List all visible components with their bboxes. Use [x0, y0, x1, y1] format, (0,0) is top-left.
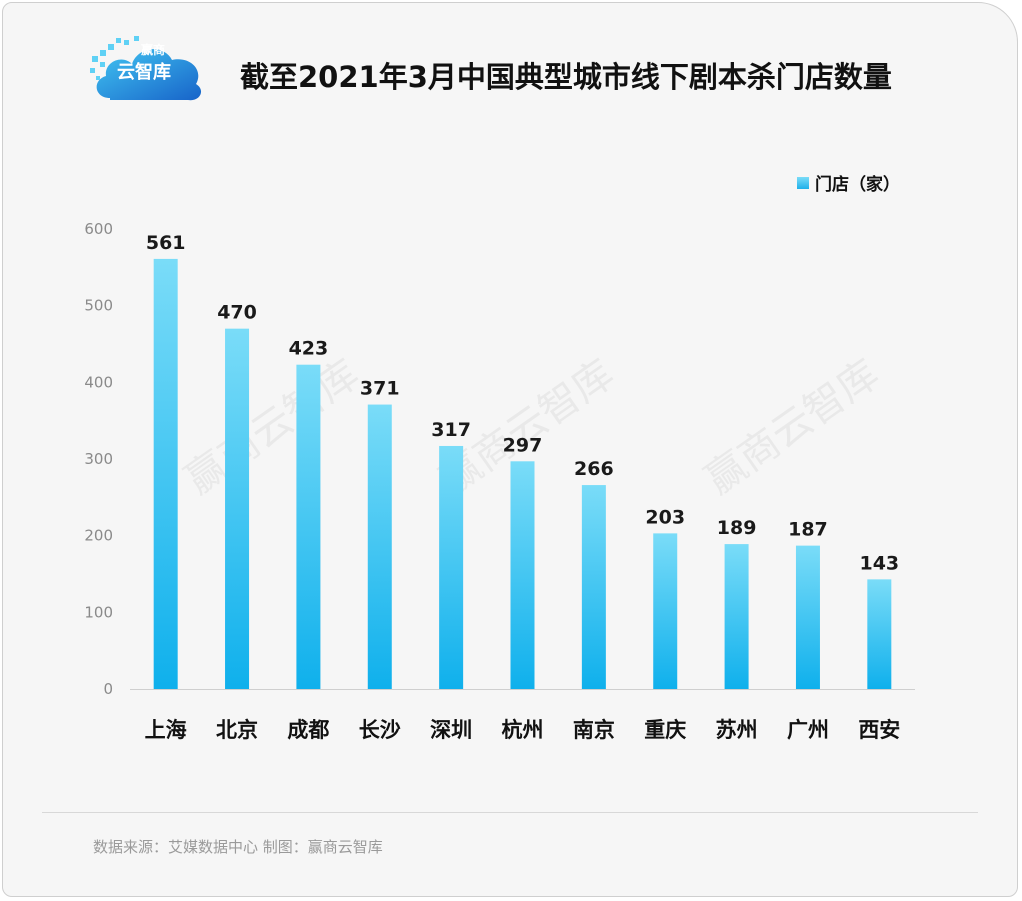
bar — [724, 544, 749, 689]
data-label: 266 — [574, 458, 614, 480]
chart-title: 截至2021年3月中国典型城市线下剧本杀门店数量 — [240, 60, 892, 94]
legend-label: 门店（家） — [815, 175, 900, 195]
y-tick-label: 500 — [84, 297, 113, 315]
y-tick-label: 100 — [84, 603, 113, 621]
y-tick-label: 300 — [84, 450, 113, 468]
data-label: 203 — [645, 506, 685, 528]
bar — [367, 404, 392, 689]
data-label: 371 — [360, 378, 400, 400]
bar — [795, 545, 820, 689]
data-label: 297 — [503, 434, 543, 456]
bar — [439, 445, 464, 689]
footer-divider — [42, 812, 978, 813]
bar — [510, 461, 535, 689]
data-label: 189 — [717, 517, 757, 539]
y-tick-label: 200 — [84, 527, 113, 545]
y-tick-label: 600 — [84, 220, 113, 238]
source-note: 数据来源：艾媒数据中心 制图：赢商云智库 — [93, 838, 383, 856]
data-label: 561 — [146, 232, 186, 254]
logo-cloud-icon — [90, 36, 202, 101]
data-label: 143 — [859, 552, 899, 574]
bar — [653, 533, 678, 689]
x-tick-label: 北京 — [216, 718, 258, 742]
x-tick-label: 深圳 — [430, 718, 472, 742]
x-tick-label: 长沙 — [359, 718, 401, 742]
data-label: 423 — [289, 338, 329, 360]
y-tick-label: 400 — [84, 373, 113, 391]
data-label: 317 — [431, 419, 471, 441]
bar — [296, 364, 321, 689]
data-label: 187 — [788, 519, 828, 541]
x-tick-label: 成都 — [287, 718, 329, 742]
y-tick-label: 0 — [103, 680, 113, 698]
x-tick-label: 上海 — [145, 718, 187, 742]
x-tick-label: 苏州 — [716, 718, 758, 742]
x-tick-label: 西安 — [858, 718, 900, 742]
x-tick-label: 重庆 — [644, 718, 686, 742]
logo-text: 云智库 — [117, 62, 171, 83]
legend: 门店（家） — [797, 170, 900, 195]
x-tick-label: 南京 — [573, 718, 615, 742]
x-tick-label: 广州 — [787, 718, 829, 742]
bar — [581, 485, 606, 689]
bar — [225, 328, 250, 689]
bar — [867, 579, 892, 689]
data-label: 470 — [217, 302, 257, 324]
bar — [153, 258, 178, 689]
x-tick-label: 杭州 — [502, 718, 544, 742]
legend-swatch — [797, 176, 809, 189]
logo-text-top: 赢商 — [141, 43, 166, 57]
